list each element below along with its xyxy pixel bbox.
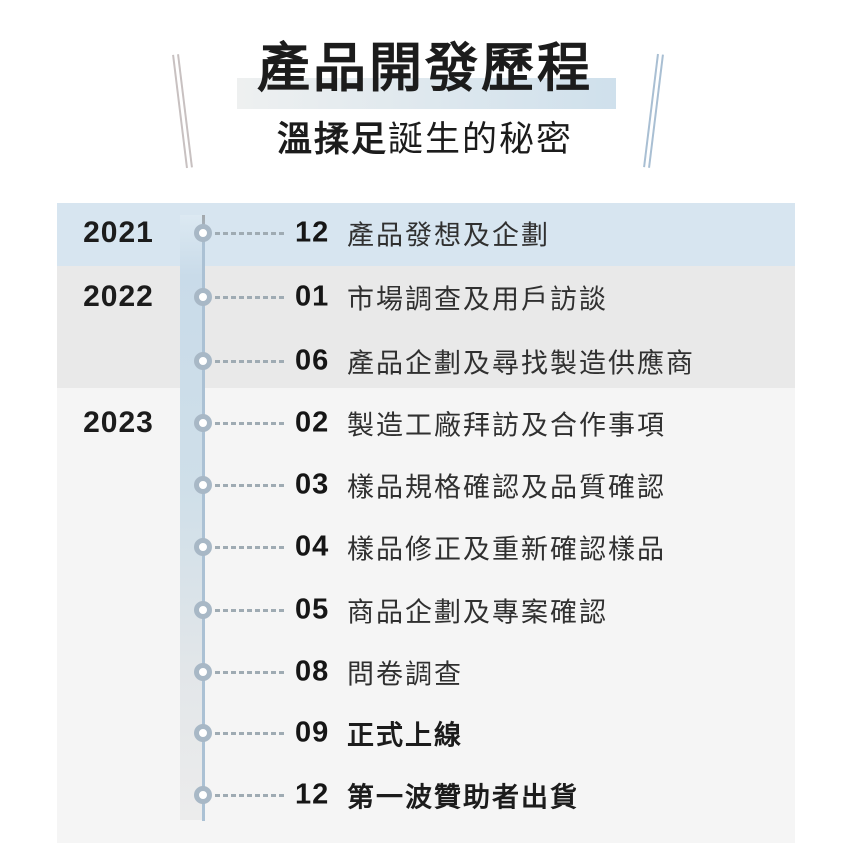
milestone-dot-icon: [194, 724, 212, 742]
dash-connector: [215, 732, 287, 735]
timeline-row: 04 樣品修正及重新確認樣品: [57, 516, 795, 578]
page-title-text: 產品開發歷程: [257, 39, 593, 98]
timeline-line: [202, 215, 205, 821]
month-label: 05: [295, 593, 330, 626]
title-highlight-bar: [237, 78, 616, 109]
page-title: 產品開發歷程: [237, 39, 616, 109]
milestone-text: 樣品修正及重新確認樣品: [347, 534, 666, 565]
milestone-text: 製造工廠拜訪及合作事項: [347, 410, 666, 441]
milestone-text: 產品企劃及尋找製造供應商: [347, 348, 695, 379]
month-label: 01: [295, 280, 330, 313]
milestone-dot-icon: [194, 414, 212, 432]
dash-connector: [215, 422, 287, 425]
dash-connector: [215, 484, 287, 487]
month-label: 03: [295, 468, 330, 501]
timeline-row: 2022 01 市場調查及用戶訪談: [57, 266, 795, 328]
timeline-row: 05 商品企劃及專案確認: [57, 579, 795, 641]
month-label: 09: [295, 716, 330, 749]
timeline-row: 03 樣品規格確認及品質確認: [57, 454, 795, 516]
timeline-rows: 2021 12 產品發想及企劃 2022 01 市場調查及用戶訪談 06 產品企…: [57, 0, 795, 860]
dash-connector: [215, 296, 287, 299]
milestone-text: 正式上線: [347, 720, 463, 751]
milestone-text: 問卷調查: [347, 659, 463, 690]
milestone-text: 第一波贊助者出貨: [347, 782, 579, 813]
milestone-dot-icon: [194, 786, 212, 804]
month-label: 12: [295, 216, 330, 249]
milestone-dot-icon: [194, 288, 212, 306]
milestone-text: 樣品規格確認及品質確認: [347, 472, 666, 503]
header: 產品開發歷程: [0, 39, 850, 109]
timeline-row: 2023 02 製造工廠拜訪及合作事項: [57, 392, 795, 454]
timeline-row: 12 第一波贊助者出貨: [57, 764, 795, 826]
milestone-dot-icon: [194, 476, 212, 494]
milestone-text: 產品發想及企劃: [347, 220, 550, 251]
milestone-text: 市場調查及用戶訪談: [347, 284, 608, 315]
milestone-dot-icon: [194, 601, 212, 619]
month-label: 08: [295, 655, 330, 688]
dash-connector: [215, 546, 287, 549]
dash-connector: [215, 794, 287, 797]
timeline-row: 09 正式上線: [57, 702, 795, 764]
milestone-dot-icon: [194, 224, 212, 242]
page-subtitle: 溫揉足誕生的秘密: [0, 118, 850, 162]
year-label: 2022: [83, 280, 154, 313]
dash-connector: [215, 360, 287, 363]
milestone-dot-icon: [194, 538, 212, 556]
timeline-row: 08 問卷調查: [57, 641, 795, 703]
year-label: 2023: [83, 406, 154, 439]
month-label: 04: [295, 530, 330, 563]
subtitle-rest: 誕生的秘密: [388, 120, 574, 159]
subtitle-product-name: 溫揉足: [276, 120, 388, 159]
timeline-row: 2021 12 產品發想及企劃: [57, 202, 795, 264]
month-label: 12: [295, 778, 330, 811]
milestone-dot-icon: [194, 663, 212, 681]
milestone-dot-icon: [194, 352, 212, 370]
dash-connector: [215, 609, 287, 612]
dash-connector: [215, 671, 287, 674]
month-label: 02: [295, 406, 330, 439]
year-label: 2021: [83, 216, 154, 249]
timeline-bar: [180, 215, 205, 820]
timeline-row: 06 產品企劃及尋找製造供應商: [57, 330, 795, 392]
month-label: 06: [295, 344, 330, 377]
milestone-text: 商品企劃及專案確認: [347, 597, 608, 628]
dash-connector: [215, 232, 287, 235]
